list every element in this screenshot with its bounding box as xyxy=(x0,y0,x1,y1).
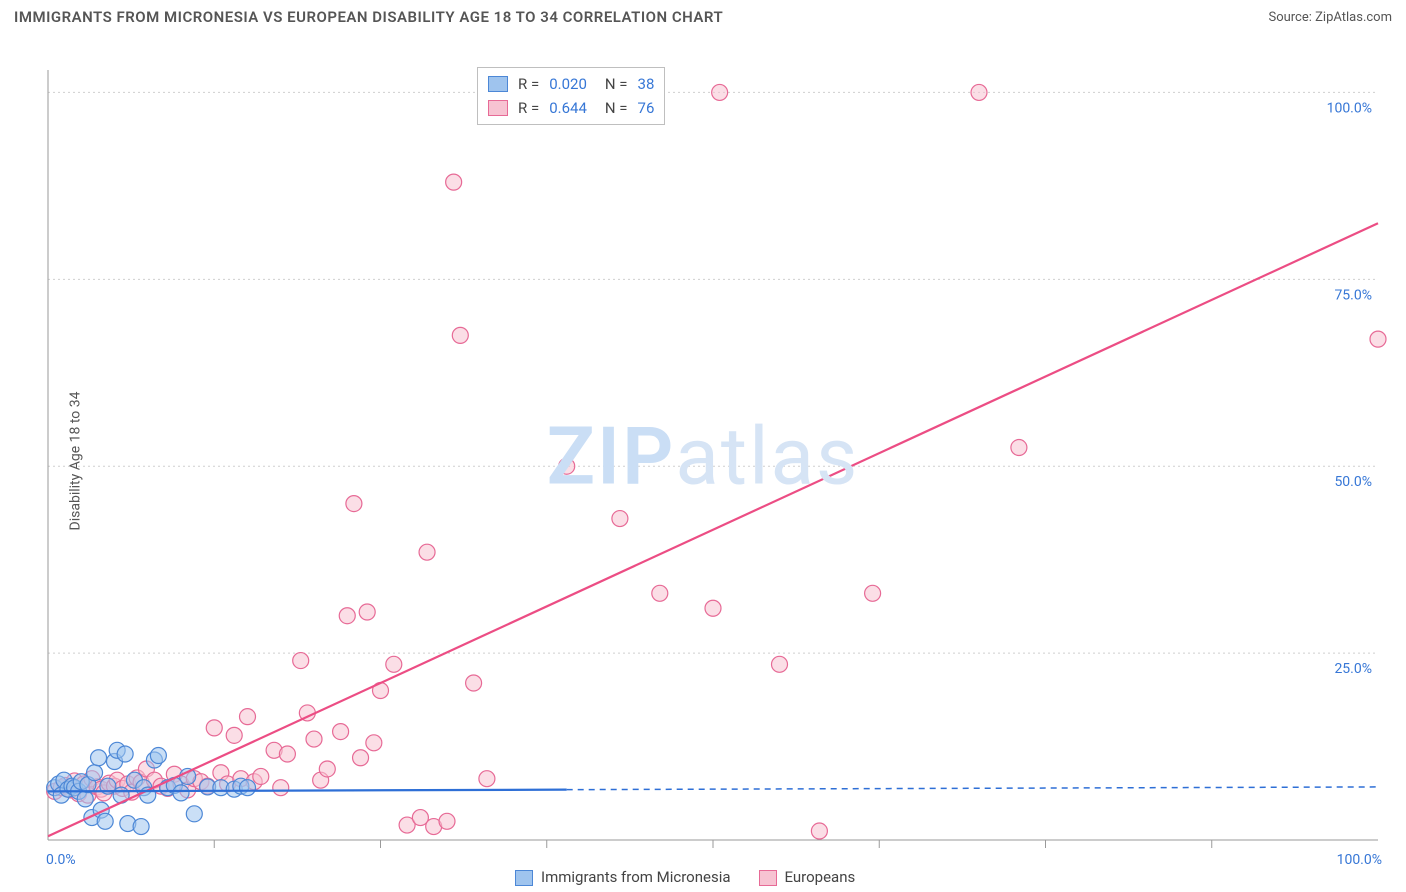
n-label: N = xyxy=(605,96,628,120)
svg-text:100.0%: 100.0% xyxy=(1337,852,1382,868)
legend-label: Immigrants from Micronesia xyxy=(541,868,731,886)
legend-swatch xyxy=(488,76,508,92)
n-value: 76 xyxy=(638,96,655,120)
y-axis-label: Disability Age 18 to 34 xyxy=(67,392,83,531)
legend-swatch xyxy=(515,870,533,886)
legend-item: Immigrants from Micronesia xyxy=(515,868,731,886)
chart-title: IMMIGRANTS FROM MICRONESIA VS EUROPEAN D… xyxy=(14,8,723,26)
svg-text:50.0%: 50.0% xyxy=(1334,474,1372,490)
legend-label: Europeans xyxy=(785,868,856,886)
legend-swatch xyxy=(759,870,777,886)
legend-stat-row: R = 0.644 N = 76 xyxy=(488,96,654,120)
legend-stat-row: R = 0.020 N = 38 xyxy=(488,72,654,96)
svg-text:25.0%: 25.0% xyxy=(1334,661,1372,677)
r-label: R = xyxy=(518,96,539,120)
r-label: R = xyxy=(518,72,539,96)
r-value: 0.020 xyxy=(549,72,587,96)
legend-swatch xyxy=(488,100,508,116)
svg-text:100.0%: 100.0% xyxy=(1327,100,1372,116)
chart-container: Disability Age 18 to 34 ZIPatlas 0.0%100… xyxy=(0,30,1406,892)
svg-text:0.0%: 0.0% xyxy=(46,852,76,868)
r-value: 0.644 xyxy=(549,96,587,120)
n-label: N = xyxy=(605,72,628,96)
scatter-plot: 0.0% 100.0% 25.0% 50.0% 75.0% 100.0% xyxy=(0,30,1406,892)
n-value: 38 xyxy=(638,72,655,96)
legend-item: Europeans xyxy=(759,868,856,886)
source-attribution: Source: ZipAtlas.com xyxy=(1268,10,1392,25)
svg-text:75.0%: 75.0% xyxy=(1334,287,1372,303)
correlation-legend: R = 0.020 N = 38 R = 0.644 N = 76 xyxy=(477,67,665,125)
series-legend: Immigrants from Micronesia Europeans xyxy=(515,868,855,886)
